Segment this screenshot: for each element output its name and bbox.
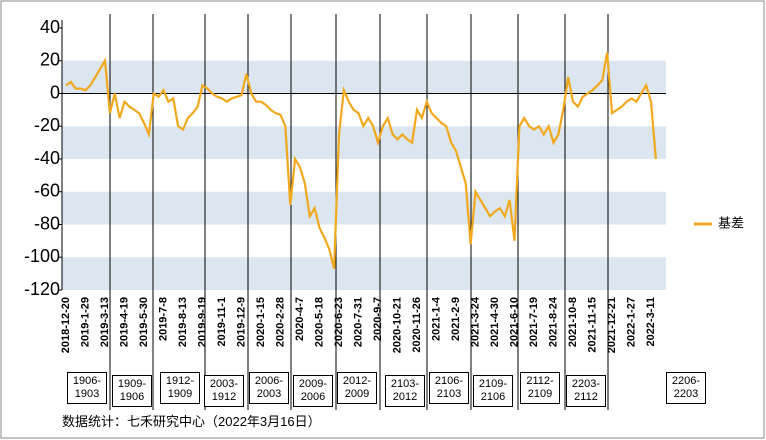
contract-label: 2206-2203 xyxy=(666,372,706,404)
contract-label: 2012-2009 xyxy=(337,372,377,404)
contract-text: 2012-2009 xyxy=(342,375,372,400)
y-tick-label: -100 xyxy=(24,246,60,266)
contract-text: 2112-2109 xyxy=(526,375,554,400)
y-tick-label: 0 xyxy=(50,82,60,102)
series-line xyxy=(65,52,657,269)
x-tick-label: 2022-1-27 xyxy=(625,297,637,347)
contract-text: 2203-2112 xyxy=(571,378,601,403)
y-tick-label: 40 xyxy=(40,17,60,37)
contract-label: 2112-2109 xyxy=(520,372,560,404)
x-tick-label: 2021-1-4 xyxy=(430,296,442,341)
x-tick-label: 2020-5-18 xyxy=(313,297,325,347)
x-tick-label: 2019-5-30 xyxy=(138,297,150,347)
x-tick-label: 2019-8-13 xyxy=(177,297,189,347)
x-tick-label: 2021-6-10 xyxy=(508,297,520,347)
x-tick-label: 2020-11-26 xyxy=(411,297,423,353)
x-tick-label: 2020-2-28 xyxy=(274,297,286,347)
contract-label: 1906-1903 xyxy=(67,372,107,404)
x-tick-label: 2019-12-9 xyxy=(235,297,247,347)
y-tick-label: 20 xyxy=(40,50,60,70)
contract-label: 1909-1906 xyxy=(112,375,152,407)
x-tick-label: 2020-4-7 xyxy=(294,297,306,341)
x-tick-label: 2019-1-29 xyxy=(79,297,91,347)
contract-label: 2103-2012 xyxy=(385,375,425,407)
contract-label: 2109-2106 xyxy=(473,375,513,407)
y-tick-label: -60 xyxy=(34,181,60,201)
x-tick-label: 2021-3-24 xyxy=(469,296,481,347)
x-tick-label: 2019-11-1 xyxy=(216,297,228,347)
contract-text: 2103-2012 xyxy=(390,378,420,403)
x-tick-label: 2020-6-23 xyxy=(333,297,345,347)
source: 数据统计：七禾研究中心（2022年3月16日） xyxy=(62,414,321,429)
contract-text: 1906-1903 xyxy=(72,375,102,400)
contract-text: 2009-2006 xyxy=(298,378,328,403)
y-tick-label: -80 xyxy=(34,213,60,233)
x-tick-label: 2021-8-24 xyxy=(547,296,559,347)
x-tick-label: 2021-11-15 xyxy=(586,297,598,353)
x-tick-label: 2020-1-15 xyxy=(255,297,267,347)
x-tick-label: 2019-4-19 xyxy=(118,297,130,347)
contract-label: 2106-2103 xyxy=(429,372,469,404)
x-tick-label: 2019-3-13 xyxy=(99,297,111,347)
contract-label: 1912-1909 xyxy=(160,372,200,404)
x-tick-label: 2019-9-19 xyxy=(196,297,208,347)
x-tick-label: 2021-2-9 xyxy=(450,297,462,341)
contract-text: 2106-2103 xyxy=(434,375,464,400)
y-tick-label: -40 xyxy=(34,148,60,168)
x-tick-label: 2021-7-19 xyxy=(528,297,540,347)
contract-text: 2109-2106 xyxy=(478,378,508,403)
contract-text: 2006-2003 xyxy=(254,375,284,400)
contract-label: 2009-2006 xyxy=(293,375,333,407)
contract-text: 2003-1912 xyxy=(209,378,239,403)
contract-label: 2006-2003 xyxy=(249,372,289,404)
x-tick-label: 2020-9-7 xyxy=(372,297,384,341)
legend-label: 基差 xyxy=(718,215,744,230)
x-tick-label: 2021-12-21 xyxy=(606,297,618,353)
x-tick-label: 2021-10-8 xyxy=(567,297,579,347)
x-tick-label: 2021-4-30 xyxy=(489,297,501,347)
y-tick-label: -20 xyxy=(34,115,60,135)
x-tick-label: 2022-3-11 xyxy=(645,297,657,347)
x-tick-label: 2020-7-31 xyxy=(352,297,364,347)
contract-text: 2206-2203 xyxy=(671,375,701,400)
contract-label: 2003-1912 xyxy=(204,375,244,407)
contract-text: 1912-1909 xyxy=(165,375,195,400)
x-tick-label: 2020-10-21 xyxy=(391,297,403,353)
contract-label: 2203-2112 xyxy=(566,375,606,407)
x-tick-label: 2018-12-20 xyxy=(60,297,72,353)
y-tick-label: -120 xyxy=(24,279,60,299)
x-tick-label: 2019-7-8 xyxy=(157,297,169,341)
contract-text: 1909-1906 xyxy=(117,378,147,403)
